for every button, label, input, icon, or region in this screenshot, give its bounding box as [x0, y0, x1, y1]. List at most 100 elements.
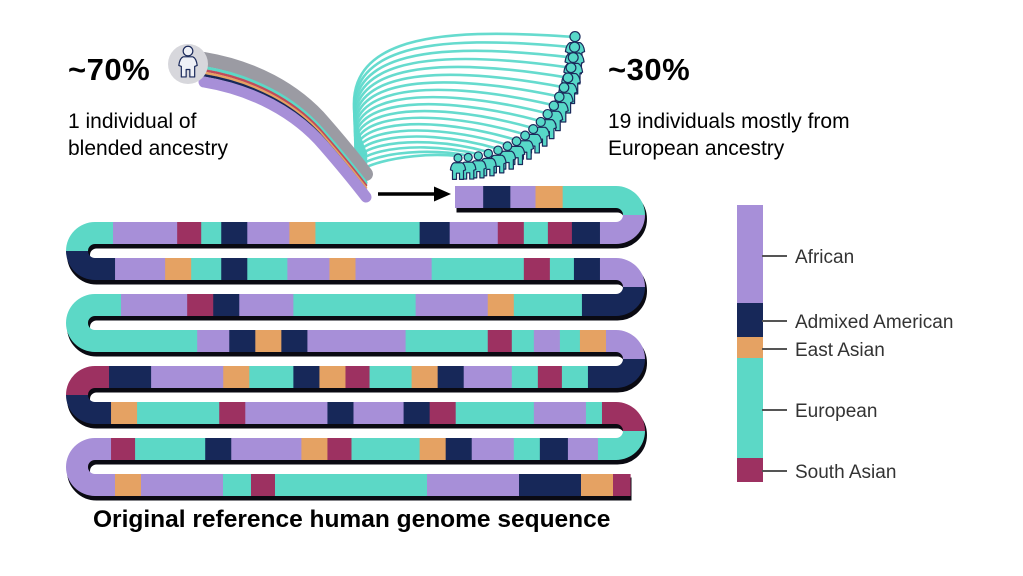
ancestry-segment — [431, 258, 525, 280]
ancestry-segment — [562, 186, 617, 208]
ancestry-segment — [449, 222, 499, 244]
ancestry-segment — [533, 330, 561, 352]
ancestry-segment — [537, 366, 563, 388]
ancestry-segment — [205, 438, 232, 460]
ancestry-segment — [221, 222, 248, 244]
ancestry-segment — [483, 186, 511, 208]
legend-label-admixed_american: Admixed American — [795, 312, 953, 333]
blended-ancestry-band — [202, 66, 368, 184]
ancestry-segment — [587, 366, 617, 388]
ancestry-segment — [369, 366, 413, 388]
ancestry-segment — [95, 258, 116, 280]
ancestry-segment — [95, 330, 198, 352]
genome-ribbon — [66, 186, 645, 496]
left-percentage-label: ~70% — [68, 52, 151, 87]
ribbon-turn — [66, 395, 95, 424]
ancestry-segment — [135, 438, 206, 460]
ribbon-turn — [616, 258, 645, 287]
ancestry-segment — [599, 258, 617, 280]
legend-swatch-admixed_american — [737, 303, 763, 337]
ancestry-segment — [463, 366, 513, 388]
ancestry-segment — [301, 438, 329, 460]
ancestry-segment — [95, 474, 116, 496]
legend-label-european: European — [795, 401, 877, 422]
ancestry-segment — [533, 402, 587, 424]
right-percentage-label: ~30% — [608, 52, 691, 87]
ancestry-segment — [511, 330, 535, 352]
ancestry-segment — [251, 474, 276, 496]
ancestry-segment — [137, 402, 220, 424]
ancestry-segment — [95, 222, 114, 244]
right-description-line1: 19 individuals mostly from — [608, 110, 850, 133]
legend-swatch-south_asian — [737, 458, 763, 482]
ancestry-segment — [191, 258, 222, 280]
left-description-line1: 1 individual of — [68, 110, 197, 133]
ancestry-segment — [121, 294, 188, 316]
ribbon-turn — [616, 186, 645, 215]
ancestry-segment — [177, 222, 202, 244]
ancestry-segment — [571, 222, 601, 244]
figure-title: Original reference human genome sequence — [93, 506, 611, 533]
ribbon-turn — [66, 438, 95, 467]
ancestry-segment — [95, 438, 112, 460]
ancestry-segment — [187, 294, 214, 316]
ancestry-segment — [523, 258, 551, 280]
ancestry-segment — [245, 402, 329, 424]
ancestry-segment — [455, 402, 535, 424]
legend-swatch-african — [737, 205, 763, 303]
person-icon — [449, 153, 467, 180]
ancestry-segment — [255, 330, 282, 352]
ancestry-segment — [411, 366, 439, 388]
ancestry-segment — [223, 366, 250, 388]
ancestry-segment — [345, 366, 371, 388]
ancestry-segment — [247, 258, 288, 280]
flow-arrow — [378, 186, 451, 202]
ancestry-segment — [547, 222, 573, 244]
ancestry-segment — [221, 258, 248, 280]
left-description: 1 individual of blended ancestry — [68, 108, 228, 162]
ancestry-segment — [115, 474, 142, 496]
ancestry-segment — [455, 186, 484, 208]
ancestry-segment — [415, 294, 489, 316]
ancestry-segment — [419, 222, 451, 244]
ancestry-segment — [165, 258, 192, 280]
ancestry-segment — [327, 438, 353, 460]
ancestry-segment — [561, 366, 589, 388]
ribbon-turn — [616, 215, 645, 244]
ancestry-segment — [111, 402, 138, 424]
ancestry-segment — [95, 294, 122, 316]
ancestry-segment — [213, 294, 240, 316]
population-icons — [449, 30, 586, 180]
ribbon-turn — [616, 359, 645, 388]
ancestry-segment — [581, 294, 617, 316]
ribbon-turn — [66, 222, 95, 251]
ancestry-segment — [513, 438, 541, 460]
ancestry-segment — [293, 294, 417, 316]
right-description-line2: European ancestry — [608, 137, 785, 160]
ancestry-segment — [355, 258, 433, 280]
ancestry-segment — [497, 222, 525, 244]
ancestry-segment — [581, 474, 614, 496]
ancestry-segment — [471, 438, 515, 460]
ancestry-segment — [405, 330, 489, 352]
blended-ancestry-band — [202, 71, 368, 189]
ancestry-segment — [427, 474, 520, 496]
ribbon-turn — [616, 330, 645, 359]
ribbon-turn — [66, 366, 95, 395]
ancestry-flow-lines — [352, 32, 577, 186]
ancestry-segment — [573, 258, 601, 280]
ancestry-segment — [231, 438, 302, 460]
ancestry-segment — [549, 258, 575, 280]
ancestry-segment — [403, 402, 431, 424]
ancestry-segment — [247, 222, 290, 244]
ancestry-segment — [585, 402, 603, 424]
ribbon-turn — [66, 251, 95, 280]
ribbon-turn — [66, 467, 95, 496]
ancestry-segment — [95, 402, 112, 424]
person-icon — [178, 45, 198, 78]
blended-ancestry-band — [197, 52, 373, 181]
ancestry-segment — [613, 474, 631, 496]
ancestry-segment — [327, 402, 355, 424]
ancestry-segment — [281, 330, 309, 352]
